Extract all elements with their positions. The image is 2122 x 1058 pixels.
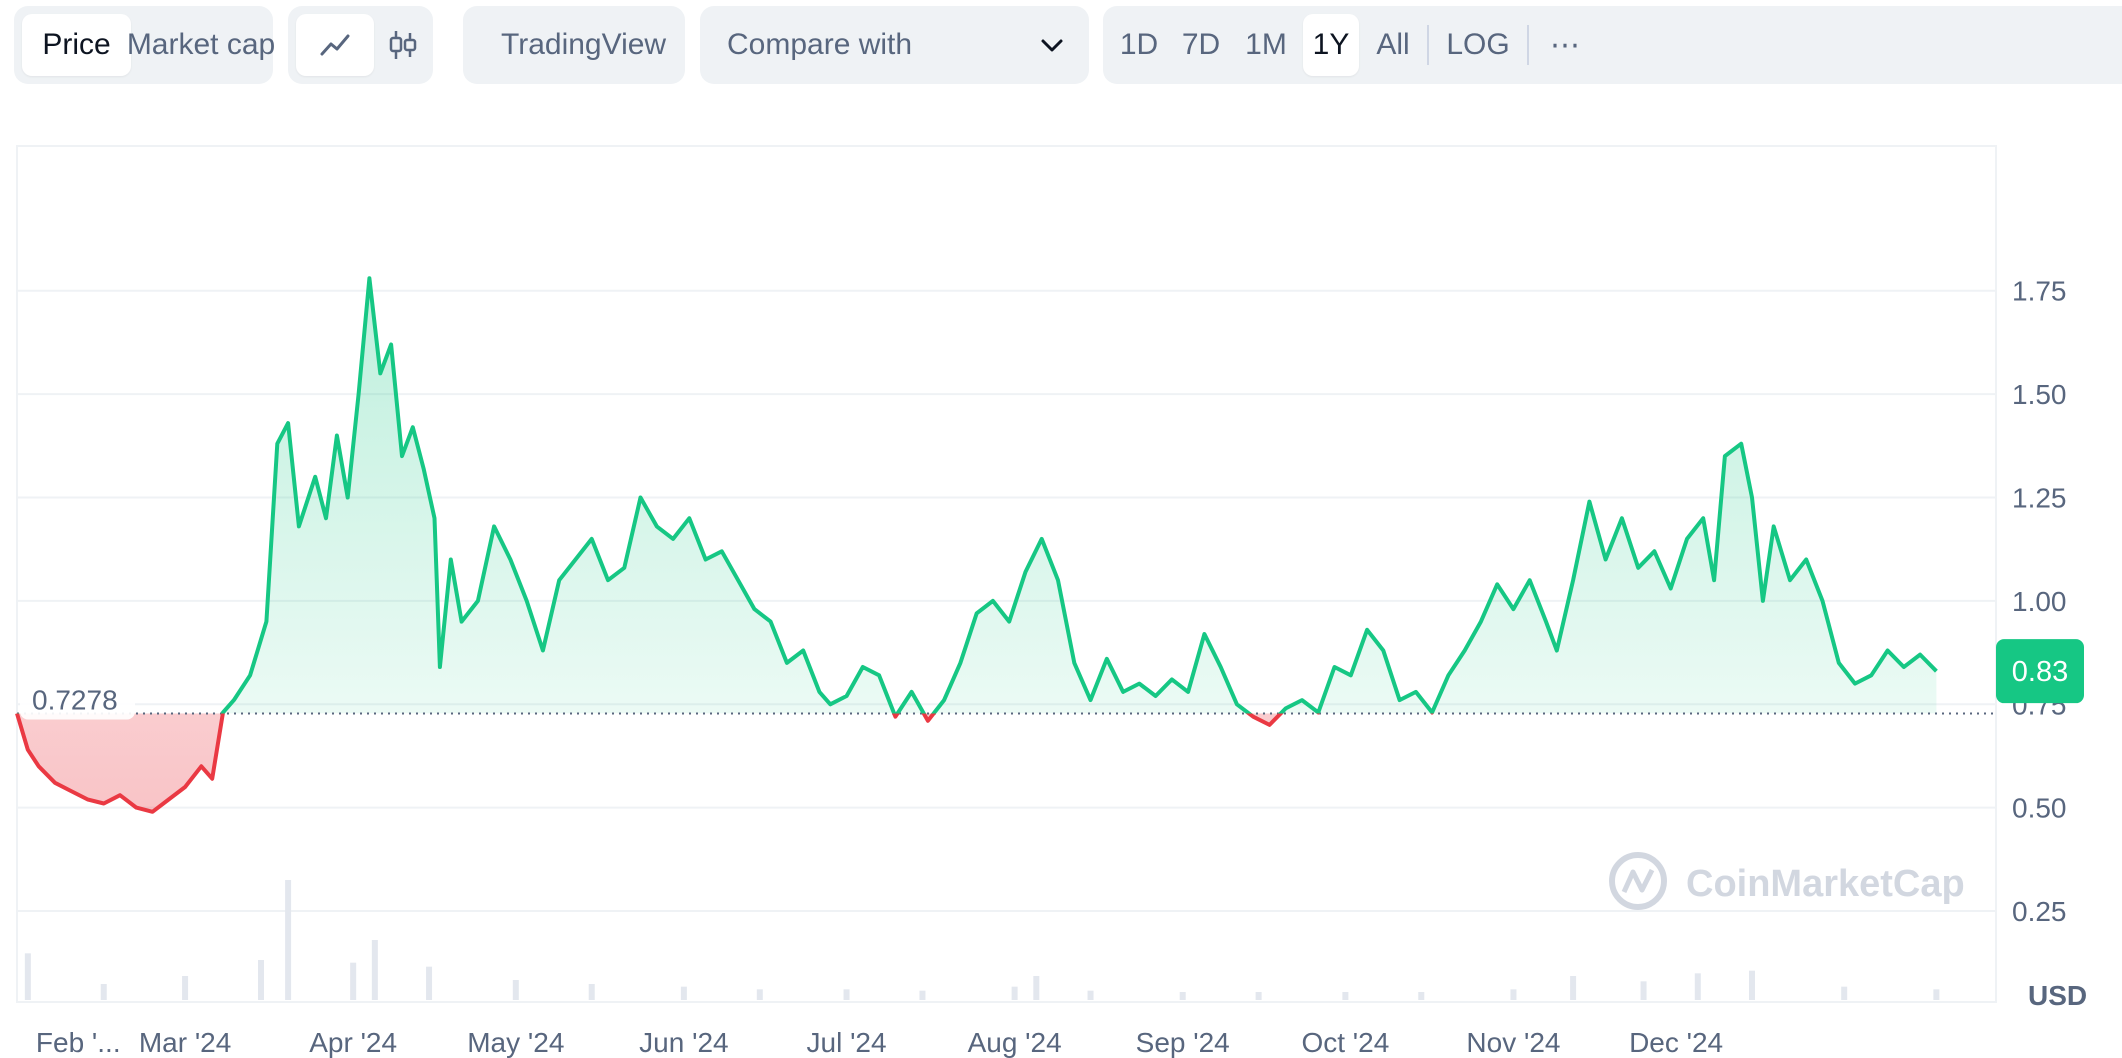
x-tick-label: May '24 (467, 1027, 564, 1058)
y-tick-label: 1.00 (2012, 586, 2067, 617)
volume-bar (1510, 989, 1517, 1000)
tab-market-cap[interactable]: Market cap (126, 28, 276, 61)
volume-bar (100, 984, 107, 1000)
x-tick-label: Sep '24 (1136, 1027, 1230, 1058)
volume-bar (1255, 992, 1262, 1000)
tradingview-button[interactable]: TradingView (463, 6, 685, 84)
volume-bar (1087, 990, 1094, 1000)
line-chart-button[interactable] (296, 14, 374, 76)
y-tick-label: 0.50 (2012, 793, 2067, 824)
volume-bar (1179, 992, 1186, 1000)
volume-bar (257, 960, 264, 1000)
volume-bar (1694, 973, 1701, 1000)
x-tick-label: Apr '24 (309, 1027, 397, 1058)
tab-price[interactable]: Price (22, 14, 131, 76)
candlestick-button[interactable] (382, 14, 425, 76)
range-divider (1427, 25, 1429, 65)
chevron-down-icon (1041, 39, 1063, 52)
line-chart-icon (320, 34, 350, 56)
x-tick-label: Aug '24 (968, 1027, 1062, 1058)
volume-bar (588, 984, 595, 1000)
coinmarketcap-logo-icon (1609, 852, 1667, 910)
volume-bar (182, 976, 189, 1000)
x-tick-label: Jul '24 (807, 1027, 887, 1058)
volume-bars (24, 880, 1940, 1000)
current-price-label: 0.83 (2012, 656, 2068, 688)
volume-bar (1933, 989, 1940, 1000)
currency-label: USD (2028, 980, 2087, 1011)
y-tick-label: 1.25 (2012, 482, 2067, 513)
watermark-text: CoinMarketCap (1686, 863, 1965, 905)
candlestick-icon (390, 31, 417, 59)
price-area-up (17, 278, 1937, 714)
volume-bar (1011, 986, 1018, 1000)
y-tick-label: 1.50 (2012, 379, 2067, 410)
volume-bar (1342, 992, 1349, 1000)
y-tick-label: 0.25 (2012, 896, 2067, 927)
x-tick-label: Oct '24 (1301, 1027, 1389, 1058)
y-tick-label: 1.75 (2012, 276, 2067, 307)
current-price-badge: 0.83 (1996, 639, 2084, 704)
price-line-down (15, 713, 1434, 814)
log-scale-button[interactable]: LOG (1446, 28, 1510, 61)
time-range-selector: 1D 7D 1M 1Y All LOG ⋯ (1103, 6, 2122, 84)
baseline-label: 0.7278 (32, 684, 118, 715)
volume-bar (1418, 992, 1425, 1000)
view-tabs: Price Market cap (14, 6, 276, 84)
range-1d-button[interactable]: 1D (1119, 28, 1159, 61)
chart-type-toggle (288, 6, 433, 84)
range-1m-button[interactable]: 1M (1245, 28, 1287, 61)
volume-bar (285, 880, 292, 1000)
range-7d-button[interactable]: 7D (1181, 28, 1221, 61)
compare-with-label: Compare with (727, 28, 913, 61)
baseline-badge: 0.7278 (20, 679, 135, 720)
volume-bar (1640, 981, 1647, 1000)
x-axis-labels: Feb '... Mar '24 Apr '24 May '24 Jun '24 Jul … (36, 1027, 1723, 1058)
compare-with-dropdown[interactable]: Compare with (700, 6, 1089, 84)
x-tick-label: Mar '24 (139, 1027, 232, 1058)
range-1y-button[interactable]: 1Y (1303, 14, 1359, 76)
tradingview-label: TradingView (501, 28, 667, 61)
price-area-down (17, 713, 1281, 812)
volume-bar (1841, 986, 1848, 1000)
volume-bar (756, 989, 763, 1000)
x-tick-label: Feb '... (36, 1027, 121, 1058)
y-axis-labels: 1.751.501.251.000.750.500.25 (2012, 276, 2067, 927)
logo-zigzag (1621, 868, 1655, 894)
range-all-button[interactable]: All (1376, 28, 1410, 61)
x-tick-label: Nov '24 (1466, 1027, 1560, 1058)
volume-bar (350, 962, 357, 1000)
volume-bar (1033, 976, 1040, 1000)
more-divider (1527, 25, 1529, 65)
price-line-up (16, 276, 1938, 714)
plot-frame (16, 145, 1997, 1003)
x-tick-label: Dec '24 (1629, 1027, 1723, 1058)
volume-bar (24, 953, 31, 1000)
volume-bar (426, 966, 433, 1000)
volume-bar (512, 980, 519, 1000)
more-options-button[interactable]: ⋯ (1550, 28, 1580, 62)
volume-bar (843, 989, 850, 1000)
volume-bar (680, 986, 687, 1000)
x-tick-label: Jun '24 (639, 1027, 728, 1058)
volume-bar (1570, 976, 1577, 1000)
volume-bar (1749, 970, 1756, 1000)
watermark: CoinMarketCap (1609, 852, 1965, 910)
volume-bar (919, 990, 926, 1000)
volume-bar (371, 940, 378, 1000)
